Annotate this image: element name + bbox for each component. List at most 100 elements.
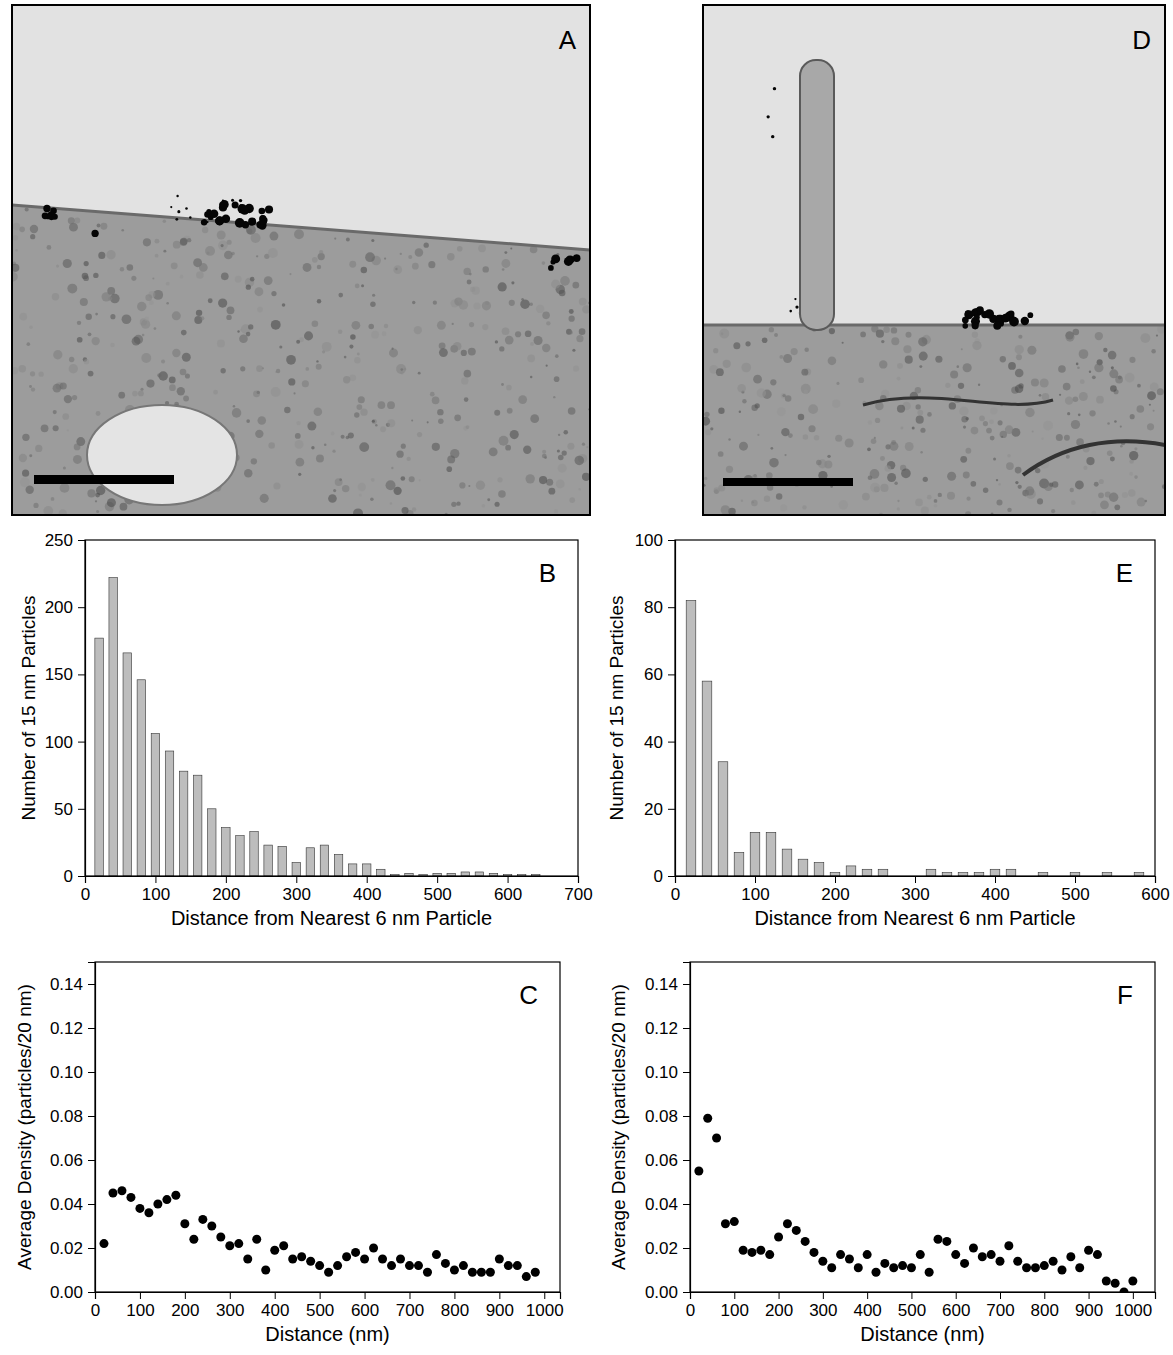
texture-speck	[464, 268, 471, 275]
x-tick-label: 600	[494, 885, 522, 904]
texture-speck	[131, 276, 136, 281]
texture-speck	[1007, 454, 1011, 458]
y-tick-mark	[88, 1248, 95, 1249]
texture-speck	[122, 314, 132, 324]
texture-speck	[30, 234, 35, 239]
texture-speck	[917, 410, 923, 416]
texture-speck	[246, 419, 250, 423]
y-tick: 100	[635, 531, 675, 550]
point	[360, 1255, 369, 1264]
y-tick: 60	[644, 665, 675, 684]
y-tick: 0.00	[645, 1283, 690, 1302]
texture-speck	[742, 399, 746, 403]
gold-particle	[176, 195, 178, 197]
point	[792, 1226, 801, 1235]
texture-speck	[26, 342, 30, 346]
point	[234, 1239, 243, 1248]
point	[396, 1255, 405, 1264]
x-tick-label: 700	[564, 885, 592, 904]
texture-speck	[182, 353, 191, 362]
micrograph-frame	[703, 5, 1165, 515]
x-tick-label: 200	[171, 1301, 199, 1320]
texture-speck	[1079, 392, 1088, 401]
bar	[109, 578, 117, 876]
point	[261, 1266, 270, 1275]
y-tick-label: 0.00	[645, 1283, 678, 1302]
texture-speck	[745, 341, 750, 346]
gold-particle	[962, 317, 969, 324]
membrane	[12, 205, 590, 250]
texture-speck	[1065, 396, 1073, 404]
point	[1075, 1263, 1084, 1272]
x-tick: 800	[1031, 1292, 1059, 1320]
texture-speck	[530, 376, 532, 378]
texture-speck	[1147, 391, 1156, 400]
x-tick-label: 300	[283, 885, 311, 904]
texture-speck	[1110, 457, 1115, 462]
texture-speck	[154, 239, 159, 244]
gold-particle	[206, 221, 208, 223]
texture-speck	[180, 275, 184, 279]
y-tick-label: 0.10	[645, 1063, 678, 1082]
texture-speck	[466, 425, 470, 429]
x-tick: 1000	[526, 1292, 564, 1320]
texture-speck	[328, 494, 337, 503]
bar	[718, 762, 728, 876]
y-tick-label: 0.04	[50, 1195, 83, 1214]
point	[288, 1255, 297, 1264]
x-tick-mark	[755, 876, 756, 883]
bar	[377, 869, 385, 876]
texture-speck	[312, 257, 318, 263]
x-tick: 300	[283, 876, 311, 904]
point	[324, 1268, 333, 1277]
y-tick: 0	[654, 867, 675, 886]
x-tick: 400	[261, 1292, 289, 1320]
gold-particle	[974, 314, 980, 320]
texture-speck	[1018, 383, 1023, 388]
texture-speck	[453, 342, 461, 350]
point	[801, 1237, 810, 1246]
texture-speck	[889, 442, 898, 451]
texture-speck	[384, 257, 386, 259]
texture-speck	[1134, 447, 1137, 450]
y-tick-label: 50	[54, 800, 73, 819]
point	[270, 1246, 279, 1255]
texture-speck	[221, 244, 224, 247]
texture-speck	[1105, 492, 1111, 498]
texture-speck	[1107, 422, 1110, 425]
x-tick-mark	[499, 1292, 500, 1299]
micrograph: D	[701, 5, 1166, 517]
texture-speck	[1077, 366, 1080, 369]
texture-speck	[804, 347, 809, 352]
texture-speck	[120, 267, 124, 271]
bar	[151, 734, 159, 876]
texture-speck	[87, 489, 95, 497]
gold-particle	[962, 323, 968, 329]
texture-speck	[871, 439, 877, 445]
texture-speck	[372, 420, 375, 423]
x-tick: 200	[212, 876, 240, 904]
texture-speck	[227, 306, 235, 314]
texture-speck	[56, 265, 59, 268]
y-tick-mark	[683, 1248, 690, 1249]
texture-speck	[575, 456, 585, 466]
gold-particle	[91, 230, 98, 237]
texture-speck	[157, 373, 161, 377]
texture-speck	[1044, 482, 1053, 491]
y-tick-mark	[78, 607, 85, 608]
point	[810, 1248, 819, 1257]
texture-speck	[713, 348, 718, 353]
texture-speck	[459, 300, 469, 310]
bar	[734, 852, 744, 876]
point	[207, 1222, 216, 1231]
point	[189, 1235, 198, 1244]
x-axis-title: Distance (nm)	[860, 1323, 984, 1345]
y-tick-mark	[683, 984, 690, 985]
bar	[461, 872, 469, 876]
texture-speck	[145, 294, 152, 301]
texture-speck	[723, 360, 731, 368]
background	[703, 5, 1165, 515]
texture-speck	[733, 342, 740, 349]
bar	[208, 809, 216, 876]
point	[225, 1241, 234, 1250]
